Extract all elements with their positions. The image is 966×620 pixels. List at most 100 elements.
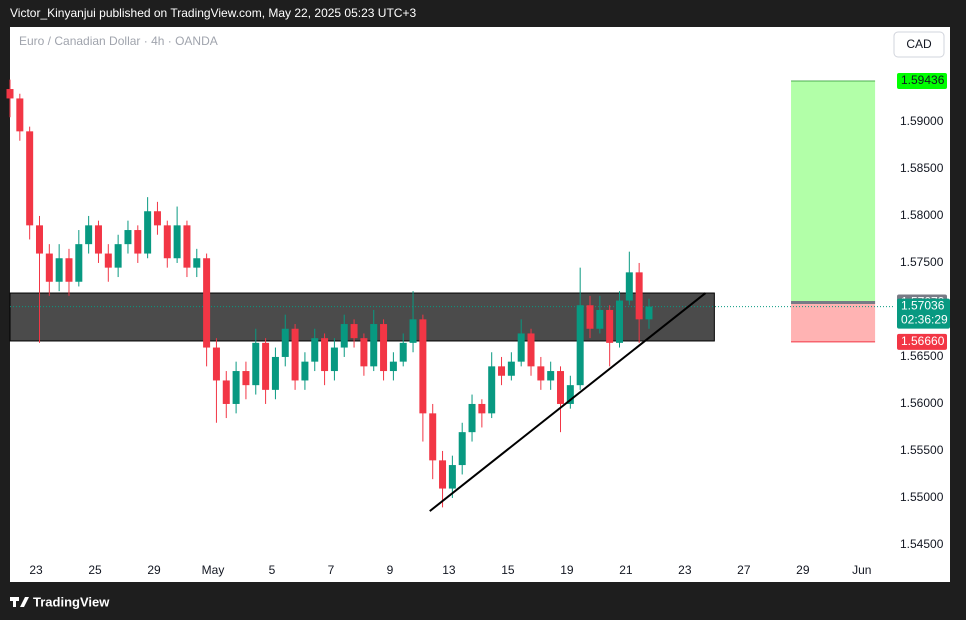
x-tick-label: 15 [501, 563, 515, 577]
candle-body [399, 342, 407, 362]
y-tick-label: 1.56500 [900, 349, 944, 363]
candle-body [498, 366, 506, 376]
x-tick-label: 19 [560, 563, 574, 577]
y-tick-label: 1.57500 [900, 255, 944, 269]
countdown: 02:36:29 [901, 313, 948, 327]
stop-loss-label: 1.56660 [901, 334, 945, 348]
candle-body [566, 385, 574, 404]
candle-body [173, 225, 181, 259]
y-tick-label: 1.58500 [900, 161, 944, 175]
footer: TradingView [33, 594, 110, 609]
candle-body [429, 413, 437, 461]
candle-body [232, 371, 240, 404]
x-tick-label: 23 [29, 563, 43, 577]
chart-title: Euro / Canadian Dollar · 4h · OANDA [19, 34, 218, 48]
candle-body [144, 211, 152, 254]
x-tick-label: 21 [619, 563, 633, 577]
candle-body [448, 465, 456, 489]
take-profit-label-box [897, 72, 947, 89]
candle-body [55, 258, 63, 282]
candle-body [183, 225, 191, 268]
candle-body [242, 371, 250, 386]
candle-body [35, 225, 43, 254]
candle-body [291, 328, 299, 381]
candle-body [576, 305, 584, 386]
y-tick-label: 1.59000 [900, 114, 944, 128]
candle-body [104, 253, 112, 268]
x-tick-label: 13 [442, 563, 456, 577]
y-tick-label: 1.56000 [900, 396, 944, 410]
candle-body [85, 225, 93, 245]
y-tick-label: 1.54500 [900, 537, 944, 551]
candle-body [45, 253, 53, 282]
candle-body [321, 338, 329, 372]
candle-body [6, 89, 14, 99]
x-tick-label: 23 [678, 563, 692, 577]
candle-body [596, 309, 604, 329]
currency-button[interactable] [893, 31, 945, 58]
x-tick-label: 9 [387, 563, 394, 577]
candle-body [301, 361, 309, 381]
x-tick-label: 29 [796, 563, 810, 577]
x-tick-label: 27 [737, 563, 751, 577]
candle-body [114, 244, 122, 268]
candle-body [507, 361, 515, 376]
candle-body [488, 366, 496, 414]
candle-body [262, 342, 270, 390]
candle-body [615, 300, 623, 343]
candle-body [16, 98, 24, 132]
y-tick-label: 1.55500 [900, 443, 944, 457]
y-tick-label: 1.55000 [900, 490, 944, 504]
candle-body [330, 347, 338, 372]
candle-body [645, 306, 653, 320]
candle-body [625, 272, 633, 301]
x-tick-label: 29 [147, 563, 161, 577]
currency[interactable]: CAD [906, 37, 932, 51]
candle-body [537, 366, 545, 381]
x-tick-label: Jun [852, 563, 871, 577]
candle-body [350, 324, 358, 339]
candle-body [271, 356, 279, 390]
candle-body [517, 333, 525, 362]
candle-body [527, 333, 535, 367]
candle-body [468, 403, 476, 433]
candle-body [360, 338, 368, 367]
candle-body [94, 225, 102, 254]
candle-body [458, 432, 466, 466]
candle-body [203, 258, 211, 348]
candle-body [153, 211, 161, 226]
candle-body [635, 272, 643, 320]
candle-body [439, 460, 447, 489]
candle-body [134, 230, 142, 254]
candle-body [26, 131, 34, 226]
candle-body [65, 258, 73, 282]
candle-body [340, 324, 348, 348]
candle-body [163, 225, 171, 259]
trendline [429, 292, 707, 512]
candle-body [586, 305, 594, 329]
last-price-box [897, 298, 950, 329]
take-profit-area [791, 80, 876, 303]
y-tick-label: 1.58000 [900, 208, 944, 222]
stop-loss-label-box [897, 333, 947, 350]
footer-logo [10, 597, 29, 607]
candle-body [252, 342, 260, 386]
x-tick-label: 7 [328, 563, 335, 577]
x-tick-label: May [202, 563, 225, 577]
candle-body [212, 347, 220, 381]
candle-body [124, 230, 132, 245]
candle-body [281, 328, 289, 357]
candle-body [389, 361, 397, 372]
candle-body [193, 258, 201, 268]
x-tick-label: 5 [269, 563, 276, 577]
candle-body [478, 403, 486, 414]
x-tick-label: 25 [88, 563, 102, 577]
candle-body [547, 371, 555, 381]
candle-body [409, 319, 417, 343]
candle-body [557, 371, 565, 404]
candle-body [419, 319, 427, 414]
candle-body [606, 309, 614, 343]
header: Victor_Kinyanjui published on TradingVie… [10, 6, 416, 20]
